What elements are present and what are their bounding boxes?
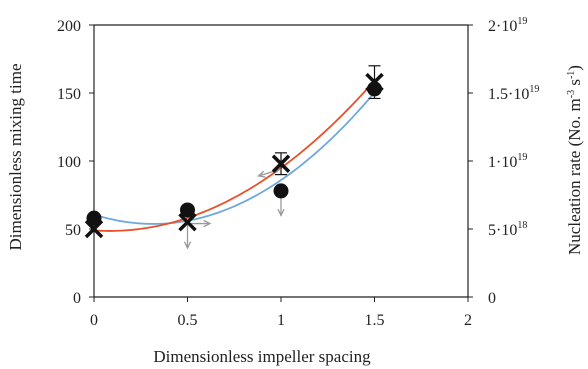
cross-marker (365, 72, 384, 92)
y-tick-label: 0 (73, 290, 81, 307)
x-tick-label: 1 (277, 312, 285, 329)
y2-tick-base: 0 (488, 290, 496, 307)
arrow-shaft (258, 168, 282, 177)
arrow-head (183, 241, 192, 250)
y2-tick-base: 1.5·10 (488, 86, 529, 103)
y-axis-ticks: 0 50 100 150 200 (57, 18, 94, 307)
fit-curve-1 (93, 91, 376, 225)
y-tick-label: 150 (57, 86, 81, 103)
x-tick-label: 1.5 (365, 312, 385, 329)
data-markers (84, 72, 384, 239)
y2-tick-label: 5·1018 (488, 220, 527, 239)
y2-tick-label: 1.5·1019 (488, 84, 539, 103)
y2-tick-base: 5·10 (488, 222, 517, 239)
y2-title-exp1: -3 (566, 90, 577, 98)
fit-curve-2 (93, 80, 376, 232)
y2-tick-base: 2·10 (488, 18, 517, 35)
y2-title-mid: s (565, 79, 584, 90)
annotation-arrows (183, 168, 285, 250)
y2-title-main: Nucleation rate (No. m (565, 98, 584, 255)
x-tick-label: 0.5 (178, 312, 198, 329)
circle-marker (180, 202, 195, 218)
y2-tick-exp: 19 (529, 84, 539, 95)
fit-curves (93, 80, 376, 232)
cross-marker (178, 212, 197, 232)
y2-tick-exp: 19 (517, 152, 527, 163)
circle-marker (273, 183, 289, 199)
x-tick-label: 2 (464, 312, 472, 329)
x-axis-title: Dimensionless impeller spacing (153, 347, 371, 366)
y2-title-end: ) (565, 65, 584, 71)
arrow-head (277, 208, 285, 217)
circle-marker (86, 210, 102, 226)
arrow-head (257, 170, 266, 178)
y2-tick-label: 0 (488, 290, 496, 307)
y2-tick-exp: 18 (517, 220, 527, 231)
cross-marker (271, 154, 291, 173)
y-tick-label: 100 (57, 154, 81, 171)
arrow-head (203, 219, 212, 228)
y2-tick-label: 2·1019 (488, 16, 527, 35)
y2-title-exp2: -1 (566, 71, 577, 79)
y2-axis-title: Nucleation rate (No. m-3 s-1) (565, 65, 584, 255)
x-axis-ticks: 0 0.5 1 1.5 2 (90, 297, 472, 329)
y-axis-title: Dimensionless mixing time (6, 64, 25, 251)
y2-tick-exp: 19 (517, 16, 527, 27)
y-tick-label: 50 (65, 222, 81, 239)
y2-tick-base: 1·10 (488, 154, 517, 171)
cross-marker (84, 219, 104, 239)
x-tick-label: 0 (90, 312, 98, 329)
error-bars (275, 65, 381, 176)
y2-tick-label: 1·1019 (488, 152, 527, 171)
y-tick-label: 200 (57, 18, 81, 35)
